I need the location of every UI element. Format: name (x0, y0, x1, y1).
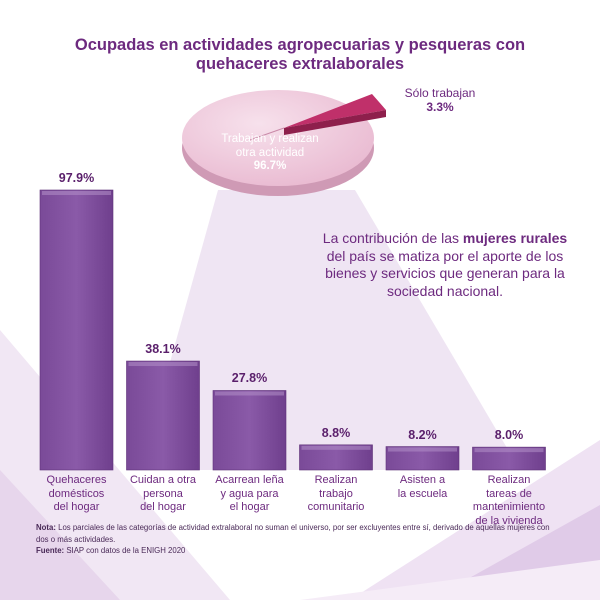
bar-3-highlight (215, 391, 284, 396)
bar-4-highlight (301, 445, 371, 450)
note-label: Nota: (36, 523, 56, 532)
bar-category-label-line: Acarrean leña (215, 474, 284, 486)
bar-category-label-line: del hogar (53, 501, 100, 513)
bar-2-highlight (128, 362, 198, 367)
bar-category-label-line: Asisten a (399, 474, 446, 486)
bar-category-label-line: Realizan (314, 474, 358, 486)
bar-6 (472, 446, 546, 471)
pie-label-small: Sólo trabajan 3.3% (385, 86, 495, 114)
source-text: SIAP con datos de la ENIGH 2020 (64, 546, 186, 555)
bar-category-label-line: tareas de (486, 487, 532, 500)
pie-label-main-line2: otra actividad (235, 146, 305, 159)
title-line-2: quehaceres extralaborales (195, 55, 405, 73)
bar-category-label: Realizan tareas de mantenimiento de la viv… (466, 474, 552, 528)
note-text: Los parciales de las categorías de activ… (36, 523, 550, 544)
contribution-text: La contribución de las mujeres rurales d… (322, 230, 568, 300)
bar-value-label: 8.0% (494, 428, 524, 443)
bar-category-label: Realizan trabajo comunitario (293, 474, 379, 515)
bar-6-highlight (474, 448, 544, 453)
bar-5 (385, 446, 460, 471)
bar-category-label-line: domésticos (48, 487, 105, 500)
bar-category-label: Cuidan a otra persona del hogar (120, 474, 206, 515)
bar-category-label-line: comunitario (307, 501, 365, 513)
bar-3 (212, 390, 287, 471)
bar-value-label: 97.9% (58, 171, 95, 185)
bar-category-label-line: del hogar (140, 501, 186, 513)
bar-value-label: 38.1% (145, 342, 181, 357)
bar-1 (39, 189, 114, 471)
bar-category-label: Asisten a la escuela (380, 474, 466, 501)
contribution-text-pre: La contribución de las (322, 230, 463, 246)
bar-category-label-line: trabajo (319, 487, 353, 500)
bar-category-label-line: Quehaceres (46, 474, 107, 486)
bar-5-highlight (388, 447, 457, 452)
bar-category-label-line: el hogar (229, 501, 270, 513)
source-label: Fuente: (36, 546, 65, 555)
chart-title: Ocupadas en actividades agropecuarias y … (40, 36, 560, 74)
bar-category-label-line: mantenimiento de la vivienda (472, 501, 546, 527)
bar-category-label-line: y agua para (220, 487, 279, 500)
bar-value-label: 8.8% (321, 425, 351, 440)
bar-category-label: Quehaceres domésticos del hogar (34, 474, 120, 515)
contribution-text-post: del país se matiza por el aporte de los … (325, 247, 565, 299)
bar-category-label: Acarrean leña y agua para el hogar (207, 474, 293, 515)
pie-label-small-value: 3.3% (426, 100, 454, 114)
contribution-text-bold: mujeres rurales (462, 230, 568, 246)
pie-slice-small (284, 94, 386, 128)
bar-category-label-line: Realizan (487, 474, 531, 486)
bar-value-label: 27.8% (231, 371, 268, 386)
pie-slice-small-side (284, 110, 386, 135)
bar-category-label-line: Cuidan a otra (129, 474, 197, 486)
title-line-1: Ocupadas en actividades agropecuarias y … (74, 36, 526, 54)
bar-value-label: 8.2% (408, 427, 437, 442)
bar-2 (126, 360, 200, 471)
footnote: Nota: Los parciales de las categorías de… (36, 522, 556, 557)
pie-label-main-line1: Trabajan y realizan (221, 133, 319, 145)
pie-label-main: Trabajan y realizan otra actividad 96.7% (200, 133, 340, 174)
pie-leader-line (249, 127, 285, 141)
pie-label-small-text: Sólo trabajan (404, 86, 476, 100)
bar-category-label-line: persona (143, 487, 183, 500)
bar-category-label-line: la escuela (397, 487, 448, 500)
pie-label-main-value: 96.7% (253, 160, 287, 172)
bar-1-highlight (42, 191, 111, 195)
